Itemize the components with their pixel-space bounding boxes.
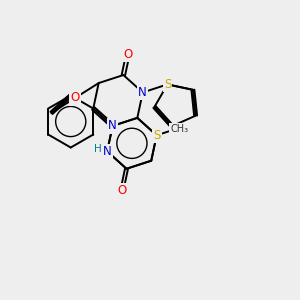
Text: O: O bbox=[117, 184, 127, 197]
Text: CH₃: CH₃ bbox=[170, 124, 188, 134]
Text: H: H bbox=[94, 144, 102, 154]
Text: S: S bbox=[164, 78, 171, 91]
Text: O: O bbox=[70, 92, 80, 104]
Text: O: O bbox=[123, 48, 132, 61]
Text: N: N bbox=[138, 86, 147, 99]
Text: N: N bbox=[108, 119, 117, 132]
Text: S: S bbox=[153, 129, 160, 142]
Text: N: N bbox=[103, 145, 112, 158]
